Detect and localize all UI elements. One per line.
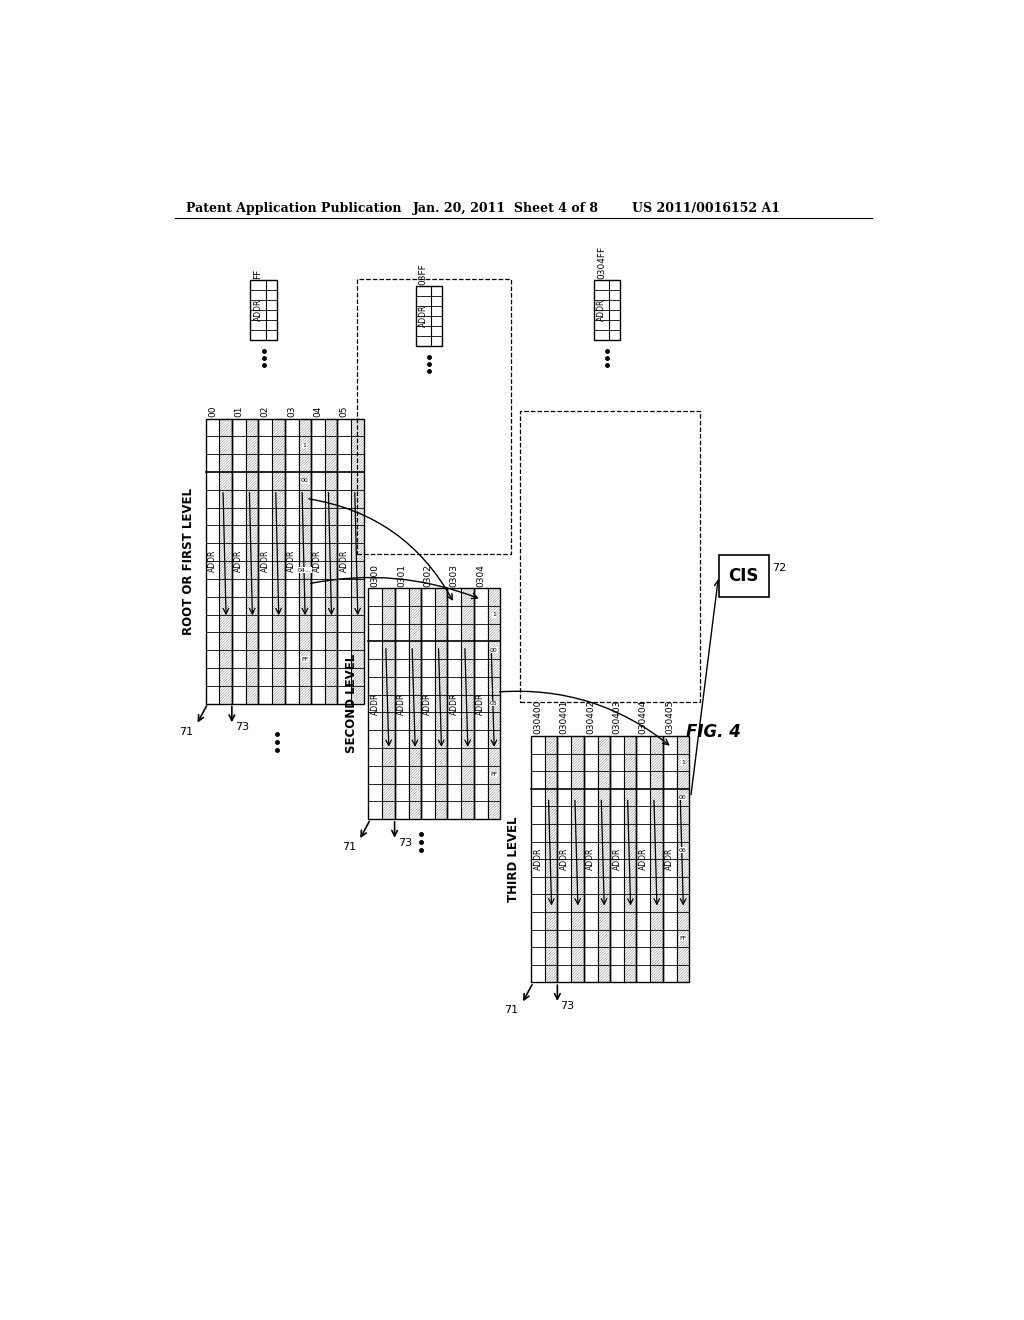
Text: 00: 00 (301, 478, 308, 483)
Text: 73: 73 (234, 722, 249, 733)
Text: 01: 01 (234, 405, 244, 417)
Text: 030405: 030405 (666, 700, 674, 734)
Bar (636, 737, 663, 982)
Text: 02: 02 (261, 405, 269, 417)
Text: Jan. 20, 2011  Sheet 4 of 8: Jan. 20, 2011 Sheet 4 of 8 (414, 202, 599, 215)
Text: 71: 71 (505, 1006, 518, 1015)
Bar (416, 286, 442, 346)
Text: 030403: 030403 (612, 700, 622, 734)
Text: FIG. 4: FIG. 4 (686, 723, 741, 741)
Bar (474, 589, 500, 818)
Text: 73: 73 (397, 838, 412, 847)
Text: THIRD LEVEL: THIRD LEVEL (508, 816, 520, 902)
Text: 00: 00 (489, 648, 498, 653)
Text: ADDR: ADDR (597, 298, 606, 321)
Bar (520, 411, 700, 702)
Bar (311, 418, 337, 704)
Text: ADDR: ADDR (340, 550, 349, 573)
Text: 0304FF: 0304FF (597, 246, 606, 279)
Text: ADDR: ADDR (424, 693, 432, 714)
Text: 1: 1 (303, 444, 306, 447)
Text: ADDR: ADDR (560, 847, 568, 870)
Text: CIS: CIS (728, 568, 759, 585)
Text: ADDR: ADDR (612, 847, 622, 870)
Bar (206, 418, 231, 704)
Text: 0302: 0302 (424, 564, 432, 586)
Text: 72: 72 (772, 562, 786, 573)
Text: 030400: 030400 (534, 700, 543, 734)
Bar (610, 737, 636, 982)
Text: 0303: 0303 (450, 564, 459, 586)
Text: 030401: 030401 (560, 700, 568, 734)
Bar (369, 589, 394, 818)
Bar (251, 280, 276, 341)
Bar (719, 554, 769, 598)
Text: ROOT OR FIRST LEVEL: ROOT OR FIRST LEVEL (182, 487, 195, 635)
Bar (394, 589, 421, 818)
Text: ADDR: ADDR (313, 550, 323, 573)
Text: 06: 06 (679, 847, 687, 853)
Bar (584, 737, 610, 982)
Text: ADDR: ADDR (287, 550, 296, 573)
Text: ADDR: ADDR (666, 847, 674, 870)
Text: ADDR: ADDR (254, 298, 262, 321)
Text: ADDR: ADDR (586, 847, 595, 870)
Bar (231, 418, 258, 704)
Text: FF: FF (301, 656, 308, 661)
Text: 0300: 0300 (371, 564, 380, 586)
Text: 0301: 0301 (397, 564, 407, 586)
Text: Patent Application Publication: Patent Application Publication (186, 202, 401, 215)
Text: 71: 71 (179, 726, 194, 737)
Bar (663, 737, 689, 982)
Bar (421, 589, 447, 818)
Text: ADDR: ADDR (450, 693, 459, 714)
Text: 1: 1 (492, 612, 496, 618)
Text: ADDR: ADDR (208, 550, 217, 573)
Text: FF: FF (254, 268, 262, 279)
Bar (557, 737, 584, 982)
Text: US 2011/0016152 A1: US 2011/0016152 A1 (632, 202, 779, 215)
Text: 71: 71 (342, 842, 356, 853)
Text: ADDR: ADDR (234, 550, 244, 573)
Bar (594, 280, 621, 341)
Bar (258, 418, 285, 704)
Bar (357, 279, 511, 554)
Text: 00: 00 (679, 795, 687, 800)
Text: 04...: 04... (298, 568, 311, 573)
Text: FF: FF (679, 936, 686, 941)
Text: 05: 05 (340, 405, 349, 417)
Bar (447, 589, 474, 818)
Text: 1: 1 (681, 760, 685, 764)
Text: FF: FF (490, 772, 498, 777)
Text: ADDR: ADDR (261, 550, 269, 573)
Text: 0304: 0304 (476, 564, 485, 586)
Bar (337, 418, 364, 704)
Text: ADDR: ADDR (371, 693, 380, 714)
Text: ADDR: ADDR (419, 305, 428, 327)
Text: ADDR: ADDR (397, 693, 407, 714)
Text: ADDR: ADDR (534, 847, 543, 870)
Bar (285, 418, 311, 704)
Text: 03FF: 03FF (419, 263, 428, 285)
Text: ADDR: ADDR (476, 693, 485, 714)
Text: 04: 04 (313, 405, 323, 417)
Text: 73: 73 (560, 1001, 574, 1011)
Bar (531, 737, 557, 982)
Text: 030402: 030402 (586, 700, 595, 734)
Text: ADDR: ADDR (639, 847, 648, 870)
Text: 03: 03 (287, 405, 296, 417)
Text: SECOND LEVEL: SECOND LEVEL (345, 653, 357, 754)
Text: 030404: 030404 (639, 700, 648, 734)
Text: 00: 00 (208, 405, 217, 417)
Text: 05: 05 (489, 701, 498, 706)
